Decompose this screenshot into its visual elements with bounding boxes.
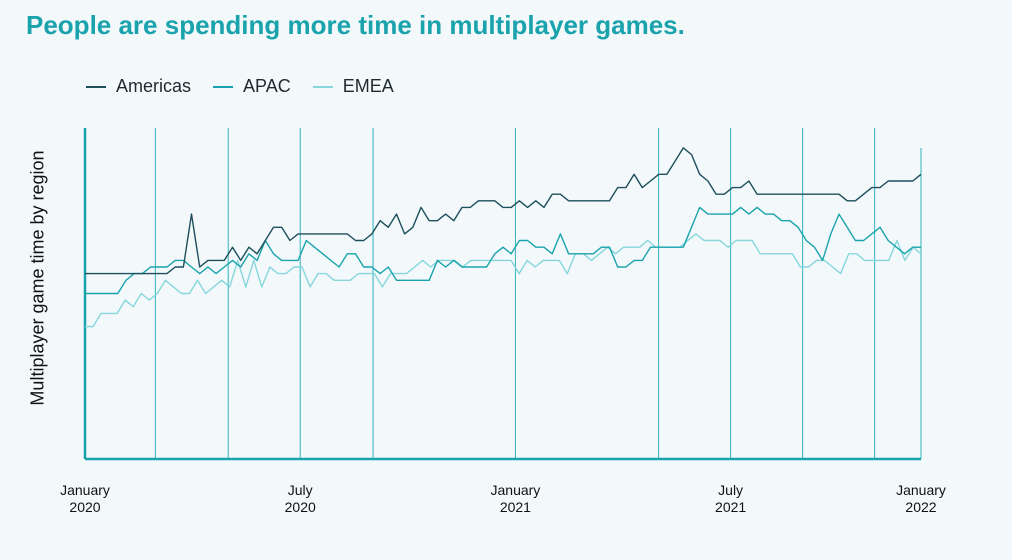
legend-swatch-emea	[312, 85, 333, 88]
chart-title: People are spending more time in multipl…	[26, 10, 685, 40]
x-tick-label-0: January 2020	[60, 482, 110, 515]
legend-swatch-apac	[213, 85, 234, 88]
legend-item-apac: APAC	[213, 76, 291, 97]
legend-swatch-americas	[86, 85, 106, 88]
x-tick-label-3: July 2021	[715, 482, 746, 515]
x-tick-label-1: July 2020	[285, 482, 316, 515]
legend: Americas APAC EMEA	[86, 76, 416, 97]
x-tick-label-4: January 2022	[896, 482, 946, 515]
legend-label-emea: EMEA	[342, 76, 394, 96]
legend-item-americas: Americas	[86, 76, 191, 97]
legend-label-americas: Americas	[116, 76, 192, 96]
x-tick-label-2: January 2021	[491, 482, 541, 515]
series-line-emea	[85, 233, 922, 328]
series-line-americas	[85, 147, 922, 275]
legend-label-apac: APAC	[243, 76, 291, 96]
legend-item-emea: EMEA	[312, 76, 394, 97]
series-line-apac	[85, 206, 921, 295]
